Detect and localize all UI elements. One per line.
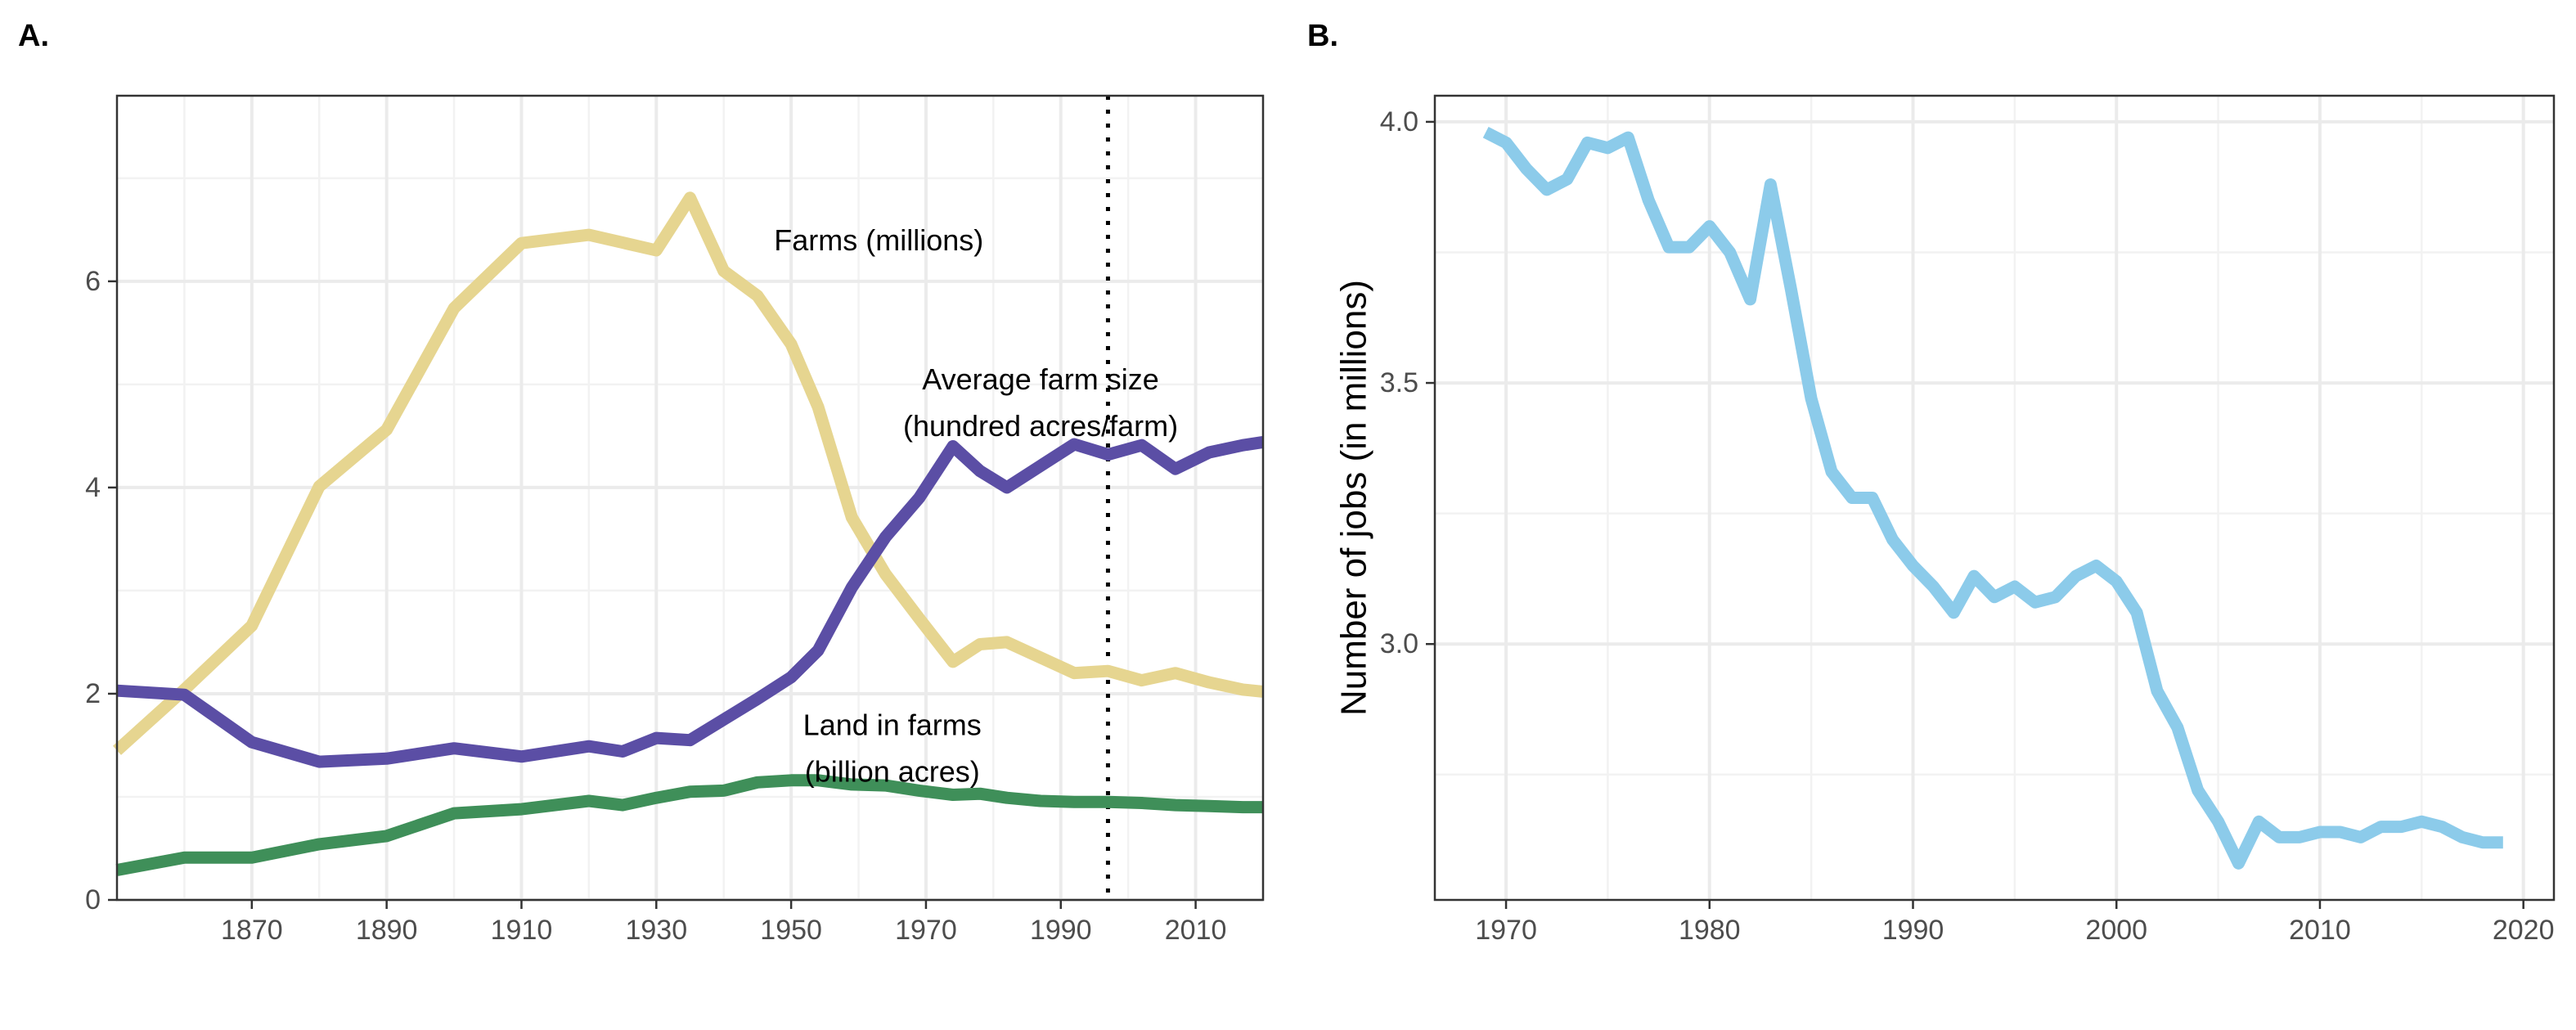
panel-label: A. xyxy=(18,19,49,53)
x-tick-label: 2000 xyxy=(2085,915,2147,946)
x-tick-label: 2010 xyxy=(2289,915,2351,946)
series-line-farms xyxy=(112,191,1264,755)
x-tick-label: 1970 xyxy=(895,915,957,946)
y-tick-label: 3.0 xyxy=(1380,628,1418,659)
y-tick-label: 4 xyxy=(85,472,101,503)
x-tick-label: 1990 xyxy=(1882,915,1944,946)
y-tick-label: 0 xyxy=(85,884,101,915)
series-annotation: Farms (millions) xyxy=(774,223,983,257)
x-tick-label: 1910 xyxy=(491,915,553,946)
series-annotation: Land in farms (billion acres) xyxy=(803,708,982,788)
x-tick-label: 2010 xyxy=(1165,915,1227,946)
x-tick-label: 1950 xyxy=(760,915,822,946)
series-line-average-farm-size xyxy=(116,435,1265,768)
x-tick-label: 1930 xyxy=(625,915,687,946)
x-tick-label: 1990 xyxy=(1030,915,1092,946)
y-axis-title: Number of jobs (in millions) xyxy=(1334,280,1374,716)
x-tick-label: 2020 xyxy=(2493,915,2555,946)
y-tick-label: 4.0 xyxy=(1380,106,1418,137)
panel-label: B. xyxy=(1307,19,1338,53)
x-tick-label: 1890 xyxy=(356,915,418,946)
x-tick-label: 1870 xyxy=(221,915,283,946)
series-annotation: Average farm size (hundred acres/farm) xyxy=(903,362,1178,443)
plot-frame xyxy=(115,94,1265,902)
y-tick-label: 2 xyxy=(85,678,101,709)
y-tick-label: 3.5 xyxy=(1380,367,1418,398)
y-tick-label: 6 xyxy=(85,266,101,297)
plot-frame xyxy=(1433,94,2556,902)
panel-a: A. 1870 1890 1910 1930 1950 1970 1990 2010 0 2 4 6 Fa… xyxy=(18,19,1265,946)
series-line-land-in-farms xyxy=(115,774,1263,876)
panel-b: B. 1970 1980 1990 2000 2010 2020 3.0 3.5 4.0 Numbe… xyxy=(1307,19,2556,946)
x-tick-label: 1970 xyxy=(1475,915,1537,946)
x-tick-label: 1980 xyxy=(1679,915,1741,946)
series-line-jobs xyxy=(1482,127,2503,870)
